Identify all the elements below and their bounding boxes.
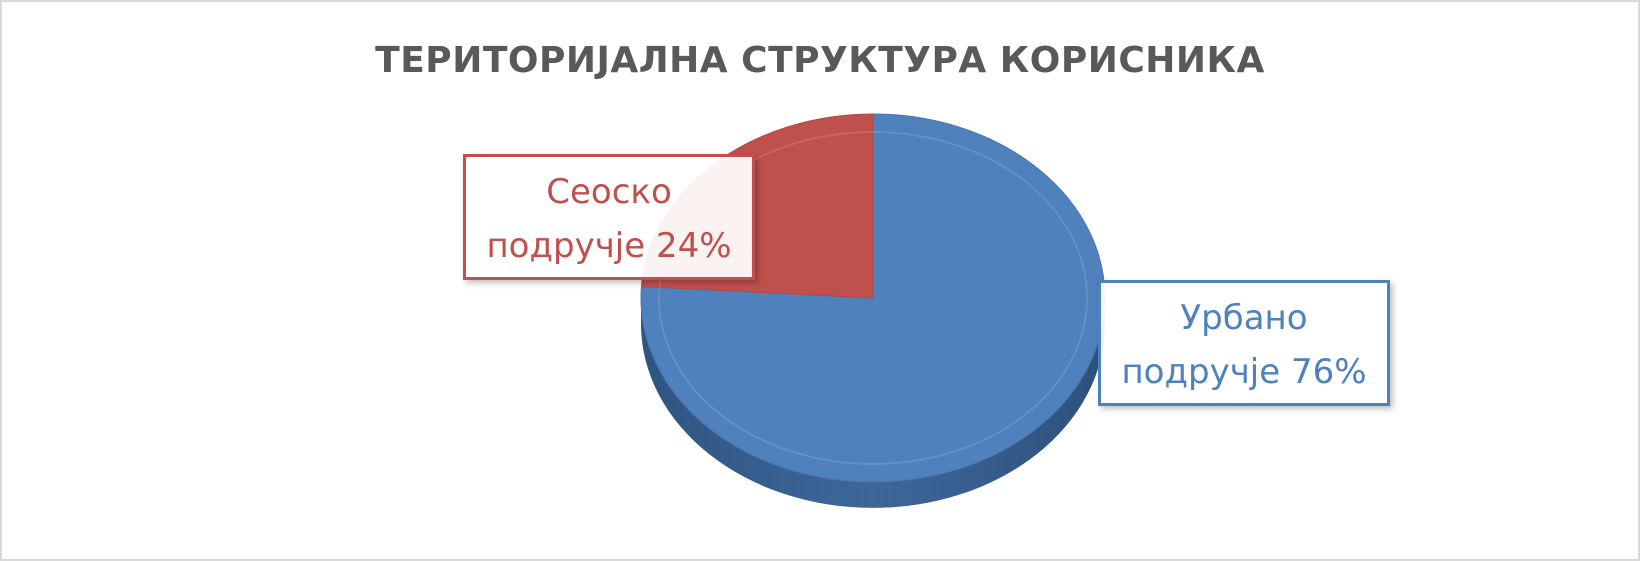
chart-title: ТЕРИТОРИЈАЛНА СТРУКТУРА КОРИСНИКА bbox=[375, 40, 1265, 81]
data-label-urban-line1: Урбано bbox=[1180, 298, 1308, 338]
data-label-rural-line2: подручје 24% bbox=[486, 226, 732, 266]
pie-bevel bbox=[658, 131, 1088, 465]
data-label-rural: Сеоско подручје 24% bbox=[463, 154, 755, 280]
data-label-urban: Урбано подручје 76% bbox=[1098, 280, 1390, 406]
data-label-rural-line1: Сеоско bbox=[546, 172, 672, 212]
data-label-urban-line2: подручје 76% bbox=[1121, 352, 1367, 392]
